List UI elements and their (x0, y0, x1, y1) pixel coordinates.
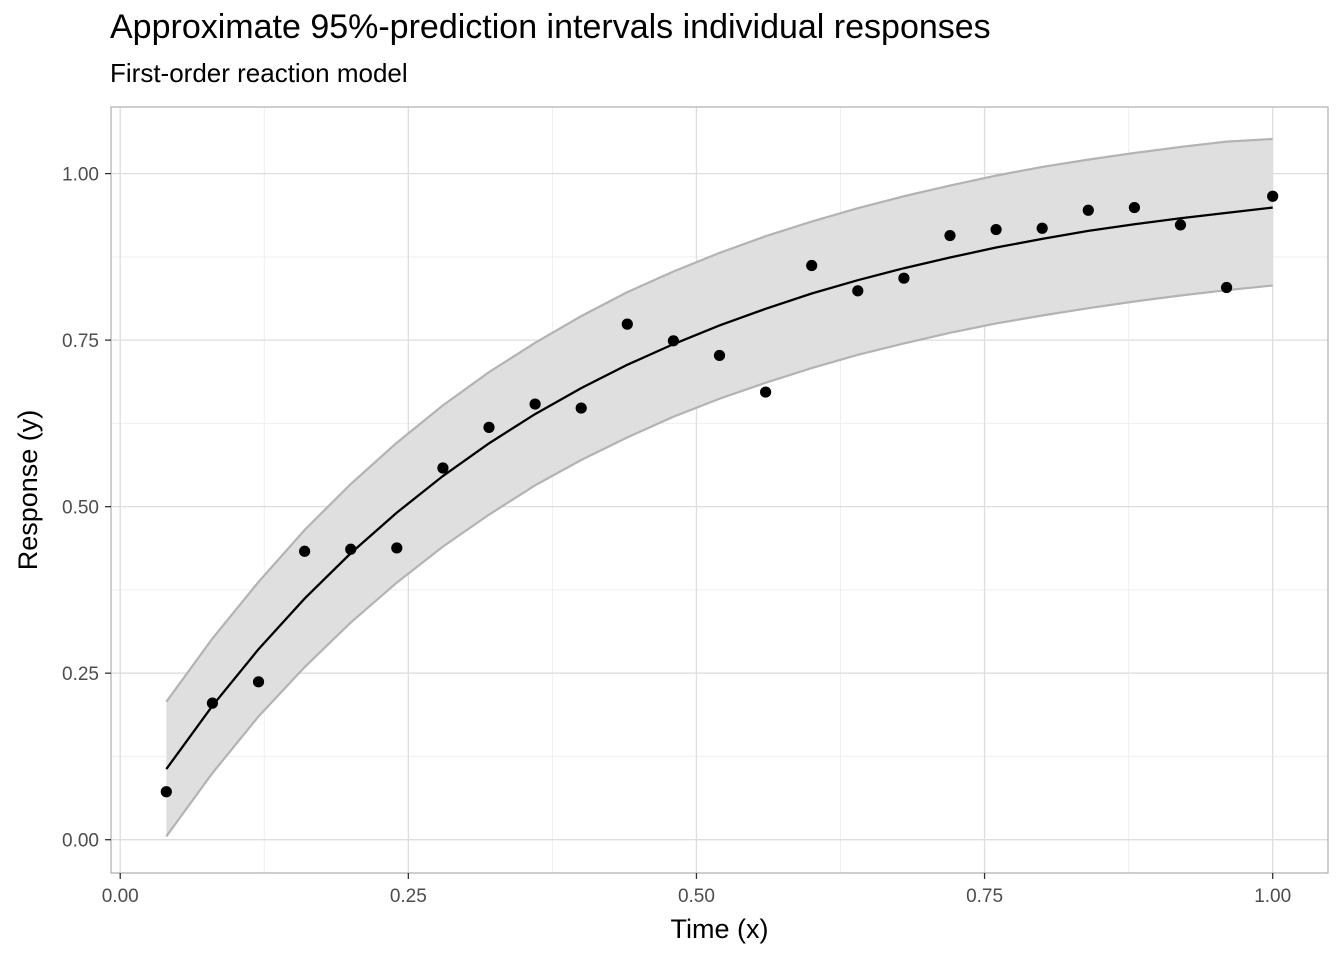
lower-bound-line (165, 284, 1273, 838)
data-point (206, 697, 219, 709)
x-axis-ticks: 0.00 0.25 0.50 0.75 1.00 (102, 873, 1291, 907)
data-point (1082, 204, 1094, 216)
chart-title: Approximate 95%-prediction intervals ind… (110, 8, 991, 46)
band-area (166, 138, 1273, 837)
panel-border (110, 106, 1329, 874)
data-point (160, 786, 172, 798)
data-point (852, 285, 864, 297)
data-point (898, 272, 910, 284)
data-point (529, 398, 541, 410)
x-tick-label: 0.50 (678, 886, 715, 907)
data-point (391, 542, 403, 554)
data-point (759, 386, 772, 398)
y-tick-label: 0.00 (62, 831, 99, 852)
data-point (1036, 222, 1048, 234)
data-point (944, 229, 956, 242)
data-point (299, 545, 311, 557)
x-tick-label: 0.75 (966, 886, 1003, 907)
upper-bound-line (165, 137, 1273, 703)
data-point (1174, 219, 1187, 231)
data-point (575, 402, 587, 414)
data-point (1220, 281, 1233, 294)
data-point (345, 543, 357, 555)
data-point (252, 676, 265, 688)
x-tick-label: 0.00 (102, 886, 139, 907)
y-tick-label: 0.25 (62, 664, 99, 685)
y-axis-ticks: 0.00 0.25 0.50 0.75 1.00 (62, 165, 111, 852)
prediction-band (165, 137, 1273, 838)
data-points (160, 190, 1279, 798)
data-point (437, 462, 449, 474)
y-axis-title: Response (y) (13, 410, 43, 571)
data-point (1128, 201, 1140, 214)
x-tick-label: 0.25 (390, 886, 427, 907)
data-point (806, 259, 818, 272)
x-axis-title: Time (x) (671, 914, 769, 944)
data-point (990, 223, 1002, 236)
data-point (483, 421, 495, 433)
y-tick-label: 0.75 (62, 331, 99, 352)
data-point (667, 335, 680, 347)
x-tick-label: 1.00 (1254, 886, 1291, 907)
y-tick-label: 0.50 (62, 498, 99, 519)
data-point (713, 349, 726, 362)
chart-subtitle: First-order reaction model (110, 58, 408, 88)
y-tick-label: 1.00 (62, 165, 99, 186)
data-point (1267, 190, 1279, 202)
data-point (621, 318, 633, 330)
